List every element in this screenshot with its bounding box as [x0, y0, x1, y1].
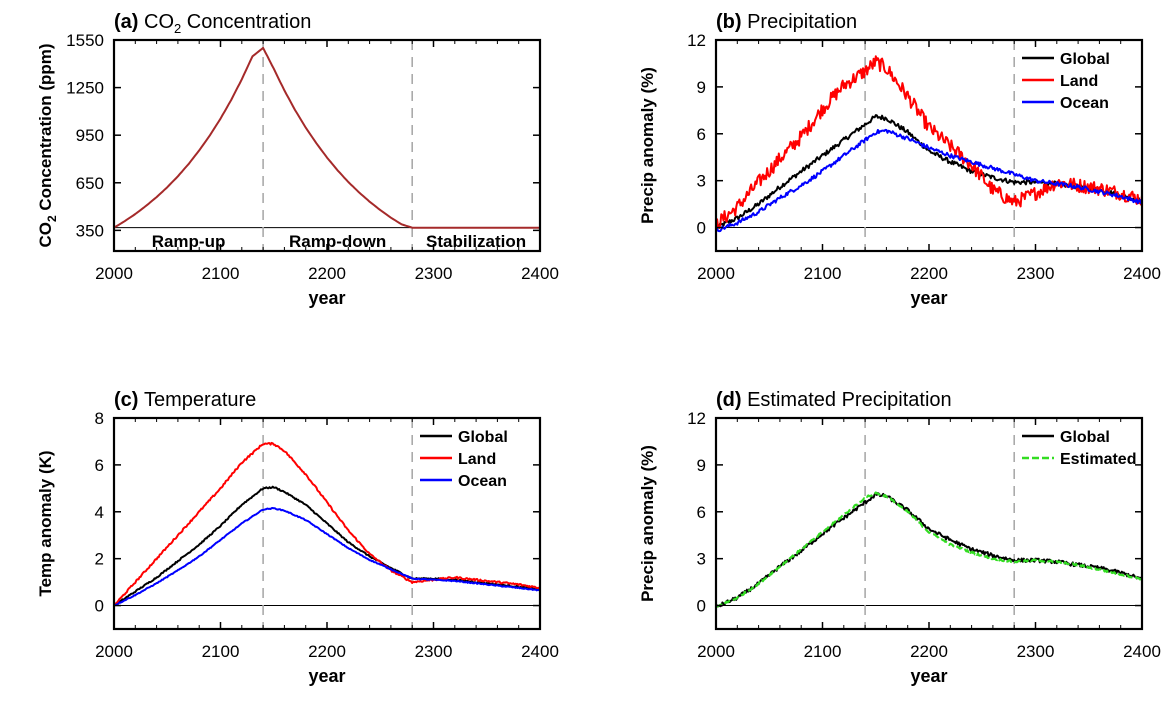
panel-4: 2000 2100 2200 2300 2400 0 3 6 9 12 year Precip ano…	[638, 389, 1161, 686]
y-tick-label: 350	[76, 221, 104, 240]
x-tick-label: 2000	[95, 642, 133, 661]
y-tick-label: 0	[697, 597, 706, 616]
x-tick-label: 2000	[95, 264, 133, 283]
x-tick-label: 2300	[415, 642, 453, 661]
panel-1: 2000 2100 2200 2300 2400 350 650 950 1250 1550 yea…	[36, 11, 559, 308]
x-axis-label: year	[308, 666, 345, 686]
legend-label: Estimated	[1060, 451, 1136, 468]
y-tick-label: 0	[697, 219, 706, 238]
x-tick-label: 2100	[202, 264, 240, 283]
y-tick-label: 6	[95, 456, 104, 475]
x-axis-label: year	[308, 288, 345, 308]
y-tick-label: 3	[697, 172, 706, 191]
panel-title: (a) CO2 Concentration	[114, 11, 311, 36]
series-line-ocean	[715, 128, 1143, 233]
y-tick-label: 8	[95, 409, 104, 428]
x-tick-label: 2200	[308, 264, 346, 283]
x-tick-label: 2200	[910, 264, 948, 283]
panel-3: 2000 2100 2200 2300 2400 0 2 4 6 8 year Temp anomal…	[36, 389, 559, 686]
phase-label: Ramp-up	[152, 232, 226, 251]
y-tick-label: 1250	[66, 79, 104, 98]
panel-2: 2000 2100 2200 2300 2400 0 3 6 9 12 year Precip ano…	[638, 11, 1161, 308]
y-tick-label: 6	[697, 125, 706, 144]
legend-label: Ocean	[1060, 95, 1109, 112]
y-tick-label: 0	[95, 597, 104, 616]
y-tick-label: 12	[687, 31, 706, 50]
y-tick-label: 9	[697, 78, 706, 97]
series-line-estimated	[715, 491, 1143, 609]
x-tick-label: 2300	[415, 264, 453, 283]
panel-title: (d) Estimated Precipitation	[716, 389, 952, 411]
x-tick-label: 2100	[202, 642, 240, 661]
series-line-global	[715, 492, 1143, 608]
legend-label: Global	[1060, 429, 1110, 446]
legend-label: Land	[458, 451, 496, 468]
y-tick-label: 2	[95, 550, 104, 569]
x-axis-label: year	[910, 288, 947, 308]
x-tick-label: 2400	[1123, 642, 1161, 661]
series-line-global	[113, 485, 541, 607]
y-axis-label: Precip anomaly (%)	[638, 445, 657, 602]
series-line-global	[715, 114, 1143, 229]
plot-frame	[714, 38, 1144, 253]
x-axis-label: year	[910, 666, 947, 686]
legend-label: Global	[458, 429, 508, 446]
series-line-land	[113, 441, 541, 607]
plot-frame	[112, 38, 542, 253]
x-tick-label: 2400	[1123, 264, 1161, 283]
panel-title: (c) Temperature	[114, 389, 256, 411]
x-tick-label: 2000	[697, 264, 735, 283]
x-tick-label: 2200	[910, 642, 948, 661]
y-tick-label: 950	[76, 126, 104, 145]
series-line-co2	[113, 46, 540, 229]
series-line-ocean	[113, 507, 541, 607]
y-tick-label: 3	[697, 550, 706, 569]
phase-label: Ramp-down	[289, 232, 386, 251]
y-axis-label: Precip anomaly (%)	[638, 67, 657, 224]
x-tick-label: 2300	[1017, 642, 1055, 661]
y-tick-label: 6	[697, 503, 706, 522]
y-axis-label: Temp anomaly (K)	[36, 450, 55, 596]
legend-label: Land	[1060, 73, 1098, 90]
plot-frame	[714, 416, 1144, 631]
y-axis-label: CO2 Concentration (ppm)	[36, 43, 59, 247]
x-tick-label: 2400	[521, 642, 559, 661]
series-line-land	[715, 55, 1143, 229]
phase-label: Stabilization	[426, 232, 526, 251]
x-tick-label: 2400	[521, 264, 559, 283]
y-tick-label: 650	[76, 174, 104, 193]
x-tick-label: 2000	[697, 642, 735, 661]
y-tick-label: 9	[697, 456, 706, 475]
x-tick-label: 2100	[804, 642, 842, 661]
legend-label: Ocean	[458, 473, 507, 490]
y-tick-label: 4	[95, 503, 104, 522]
x-tick-label: 2100	[804, 264, 842, 283]
y-tick-label: 1550	[66, 31, 104, 50]
legend-label: Global	[1060, 51, 1110, 68]
x-tick-label: 2300	[1017, 264, 1055, 283]
y-tick-label: 12	[687, 409, 706, 428]
panel-title: (b) Precipitation	[716, 11, 857, 33]
x-tick-label: 2200	[308, 642, 346, 661]
